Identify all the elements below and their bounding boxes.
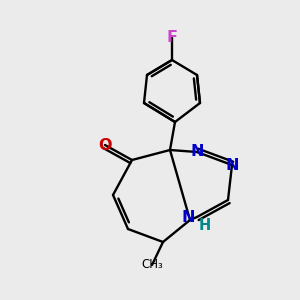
Text: N: N	[225, 158, 239, 172]
Text: O: O	[98, 137, 112, 152]
Text: N: N	[190, 145, 204, 160]
Text: F: F	[167, 31, 178, 46]
Text: H: H	[199, 218, 211, 232]
Text: N: N	[182, 209, 195, 224]
Text: CH₃: CH₃	[141, 259, 163, 272]
